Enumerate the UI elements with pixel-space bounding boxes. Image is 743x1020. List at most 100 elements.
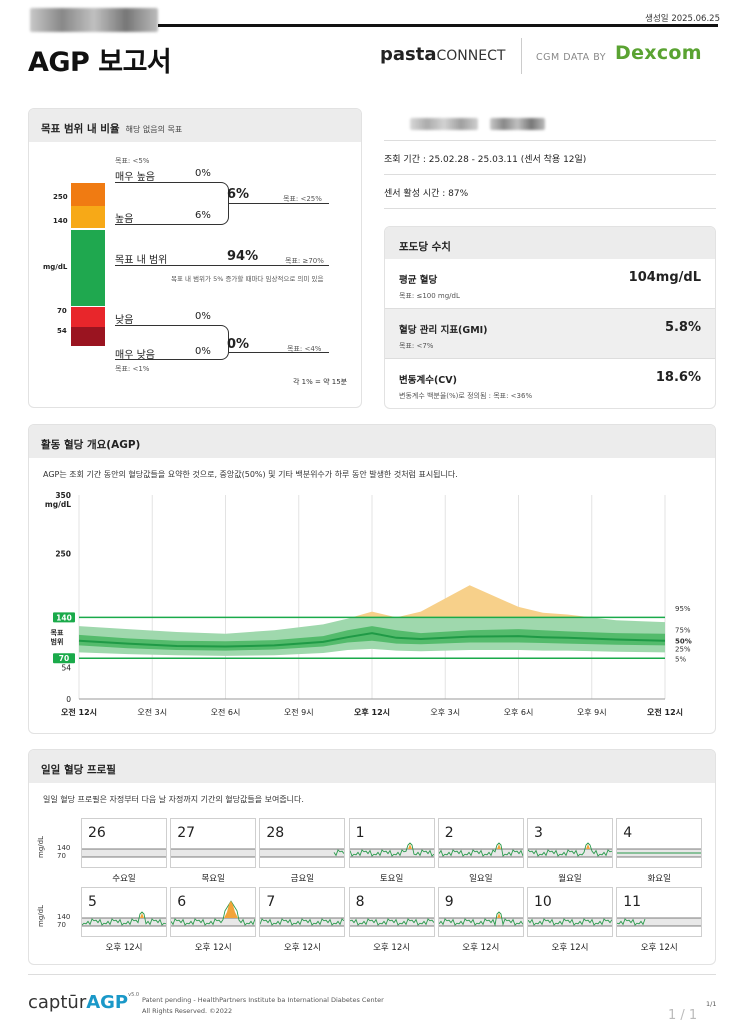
- captur-agp-logo: captūrAGPv5.0: [28, 992, 139, 1013]
- daily-unit-label: mg/dL: [37, 905, 45, 927]
- cv-goal: 변동계수 백분율(%)로 정의됨 : 목표: <36%: [399, 392, 533, 400]
- header-separator: [521, 38, 522, 74]
- day-high-excursion: [496, 913, 501, 918]
- daily-unit-label: mg/dL: [37, 836, 45, 858]
- day-sparkline: [349, 842, 434, 858]
- page-number: 1 / 1: [668, 1008, 698, 1020]
- tir-bar-very-high: [71, 183, 105, 206]
- in-range-note: 목표 내 범위가 5% 증가할 때마다 임상적으로 의미 있음: [171, 275, 324, 283]
- low-combined-line: [229, 352, 329, 353]
- day-high-excursion: [407, 844, 412, 849]
- day-target-band: [171, 849, 256, 857]
- tir-bar-high: [71, 206, 105, 228]
- low-bracket: [215, 325, 229, 360]
- day-label: 오후 12시: [462, 943, 500, 953]
- day-number: 28: [266, 825, 285, 841]
- report-title: AGP 보고서: [28, 47, 172, 78]
- gmi-value: 5.8%: [664, 320, 701, 335]
- median-line: [78, 632, 666, 648]
- tir-unit: mg/dL: [43, 263, 68, 271]
- day-number: 3: [534, 825, 543, 841]
- threshold-250: 250: [53, 193, 68, 201]
- target-badge: [53, 612, 75, 623]
- day-sparkline: [438, 911, 523, 927]
- day-glucose-trace: [438, 842, 523, 857]
- daily-level-label: 70: [57, 921, 66, 929]
- day-cell: 9: [437, 887, 524, 937]
- day-high-excursion: [224, 901, 239, 918]
- day-cell: 3: [527, 818, 613, 868]
- x-tick-label: 오전 9시: [284, 707, 314, 717]
- percentile-label: 5%: [675, 655, 686, 663]
- x-tick-label: 오후 6시: [504, 708, 534, 717]
- day-cell: 2: [437, 818, 524, 868]
- daily-profile-panel: 일일 혈당 프로필 일일 혈당 프로필은 자정부터 다음 날 자정까지 기간의 …: [28, 749, 716, 965]
- day-number: 5: [88, 894, 97, 910]
- high-combined-goal: 목표: <25%: [283, 195, 322, 203]
- sensor-active-text: 센서 활성 시간 : 87%: [384, 189, 469, 199]
- day-glucose-trace: [349, 842, 434, 857]
- x-tick-label: 오전 12시: [647, 707, 683, 717]
- day-sparkline: [82, 911, 166, 927]
- day-sparkline: [438, 842, 523, 858]
- daily-level-label: 140: [57, 844, 71, 852]
- patient-name-redacted: [30, 8, 158, 32]
- agp-header: 활동 혈당 개요(AGP): [29, 425, 715, 458]
- gmi-label: 혈당 관리 지표(GMI): [399, 325, 488, 336]
- y-tick-label: 350: [55, 491, 71, 500]
- daily-profile-header: 일일 혈당 프로필: [29, 750, 715, 783]
- day-cell: 7: [259, 887, 346, 937]
- glucose-stats-header: 포도당 수치: [385, 227, 715, 259]
- very-low-value: 0%: [195, 346, 211, 357]
- in-range-goal: 목표: ≥70%: [285, 257, 324, 265]
- y-tick-label: 0: [66, 695, 71, 704]
- day-target-band: [349, 849, 434, 857]
- day-target-band: [438, 849, 523, 857]
- day-number: 27: [177, 825, 196, 841]
- day-number: 2: [444, 825, 454, 841]
- cgm-data-by: CGM DATA BY: [536, 52, 607, 63]
- glucose-stats-panel: 포도당 수치 평균 혈당 104mg/dL 목표: ≤100 mg/dL 혈당 …: [384, 226, 716, 409]
- day-cell: 28: [259, 818, 346, 868]
- percentile-25-75-band: [79, 626, 665, 651]
- day-label: 월요일: [558, 874, 582, 884]
- day-target-band: [260, 918, 345, 926]
- day-glucose-trace: [171, 900, 256, 926]
- day-target-band: [82, 849, 166, 857]
- header-rule: [158, 24, 718, 27]
- captur-logo-text: captūr: [28, 992, 87, 1013]
- day-number: 9: [444, 894, 454, 910]
- day-sparkline: [260, 917, 345, 927]
- in-range-label: 목표 내 범위: [115, 255, 168, 266]
- day-sparkline: [617, 848, 702, 858]
- target-badge-label: 140: [56, 613, 72, 622]
- high-bracket: [215, 182, 229, 225]
- very-low-goal: 목표: <1%: [115, 365, 150, 373]
- target-range-label: 목표: [51, 628, 64, 637]
- day-label: 오후 12시: [283, 943, 321, 953]
- day-target-band: [349, 918, 434, 926]
- high-combined-value: 6%: [227, 187, 250, 202]
- day-cell: 4: [616, 818, 703, 868]
- cv-value: 18.6%: [655, 370, 701, 385]
- target-badge-label: 70: [59, 654, 69, 663]
- percentile-label: 75%: [675, 627, 691, 635]
- day-glucose-trace: [528, 918, 612, 926]
- very-low-underline: [115, 359, 215, 360]
- y-unit-label: mg/dL: [45, 500, 71, 509]
- mean-glucose-label: 평균 혈당: [399, 275, 438, 286]
- day-sparkline: [617, 917, 702, 927]
- day-glucose-trace: [438, 911, 523, 927]
- day-sparkline: [528, 842, 612, 858]
- day-glucose-trace: [82, 911, 166, 926]
- day-label: 일요일: [469, 874, 493, 884]
- day-label: 오후 12시: [194, 943, 232, 953]
- agp-description: AGP는 조회 기간 동안의 혈당값들을 요약한 것으로, 중앙값(50%) 및…: [43, 470, 458, 479]
- connect-logo-text: CONNECT: [436, 48, 506, 64]
- day-high-excursion: [586, 844, 590, 849]
- day-sparkline: [528, 917, 612, 927]
- y-tick-label: 250: [55, 549, 71, 558]
- low-underline: [115, 325, 215, 326]
- percentile-5-95-high-band: [351, 585, 592, 618]
- agp-panel: 활동 혈당 개요(AGP) AGP는 조회 기간 동안의 혈당값들을 요약한 것…: [28, 424, 716, 734]
